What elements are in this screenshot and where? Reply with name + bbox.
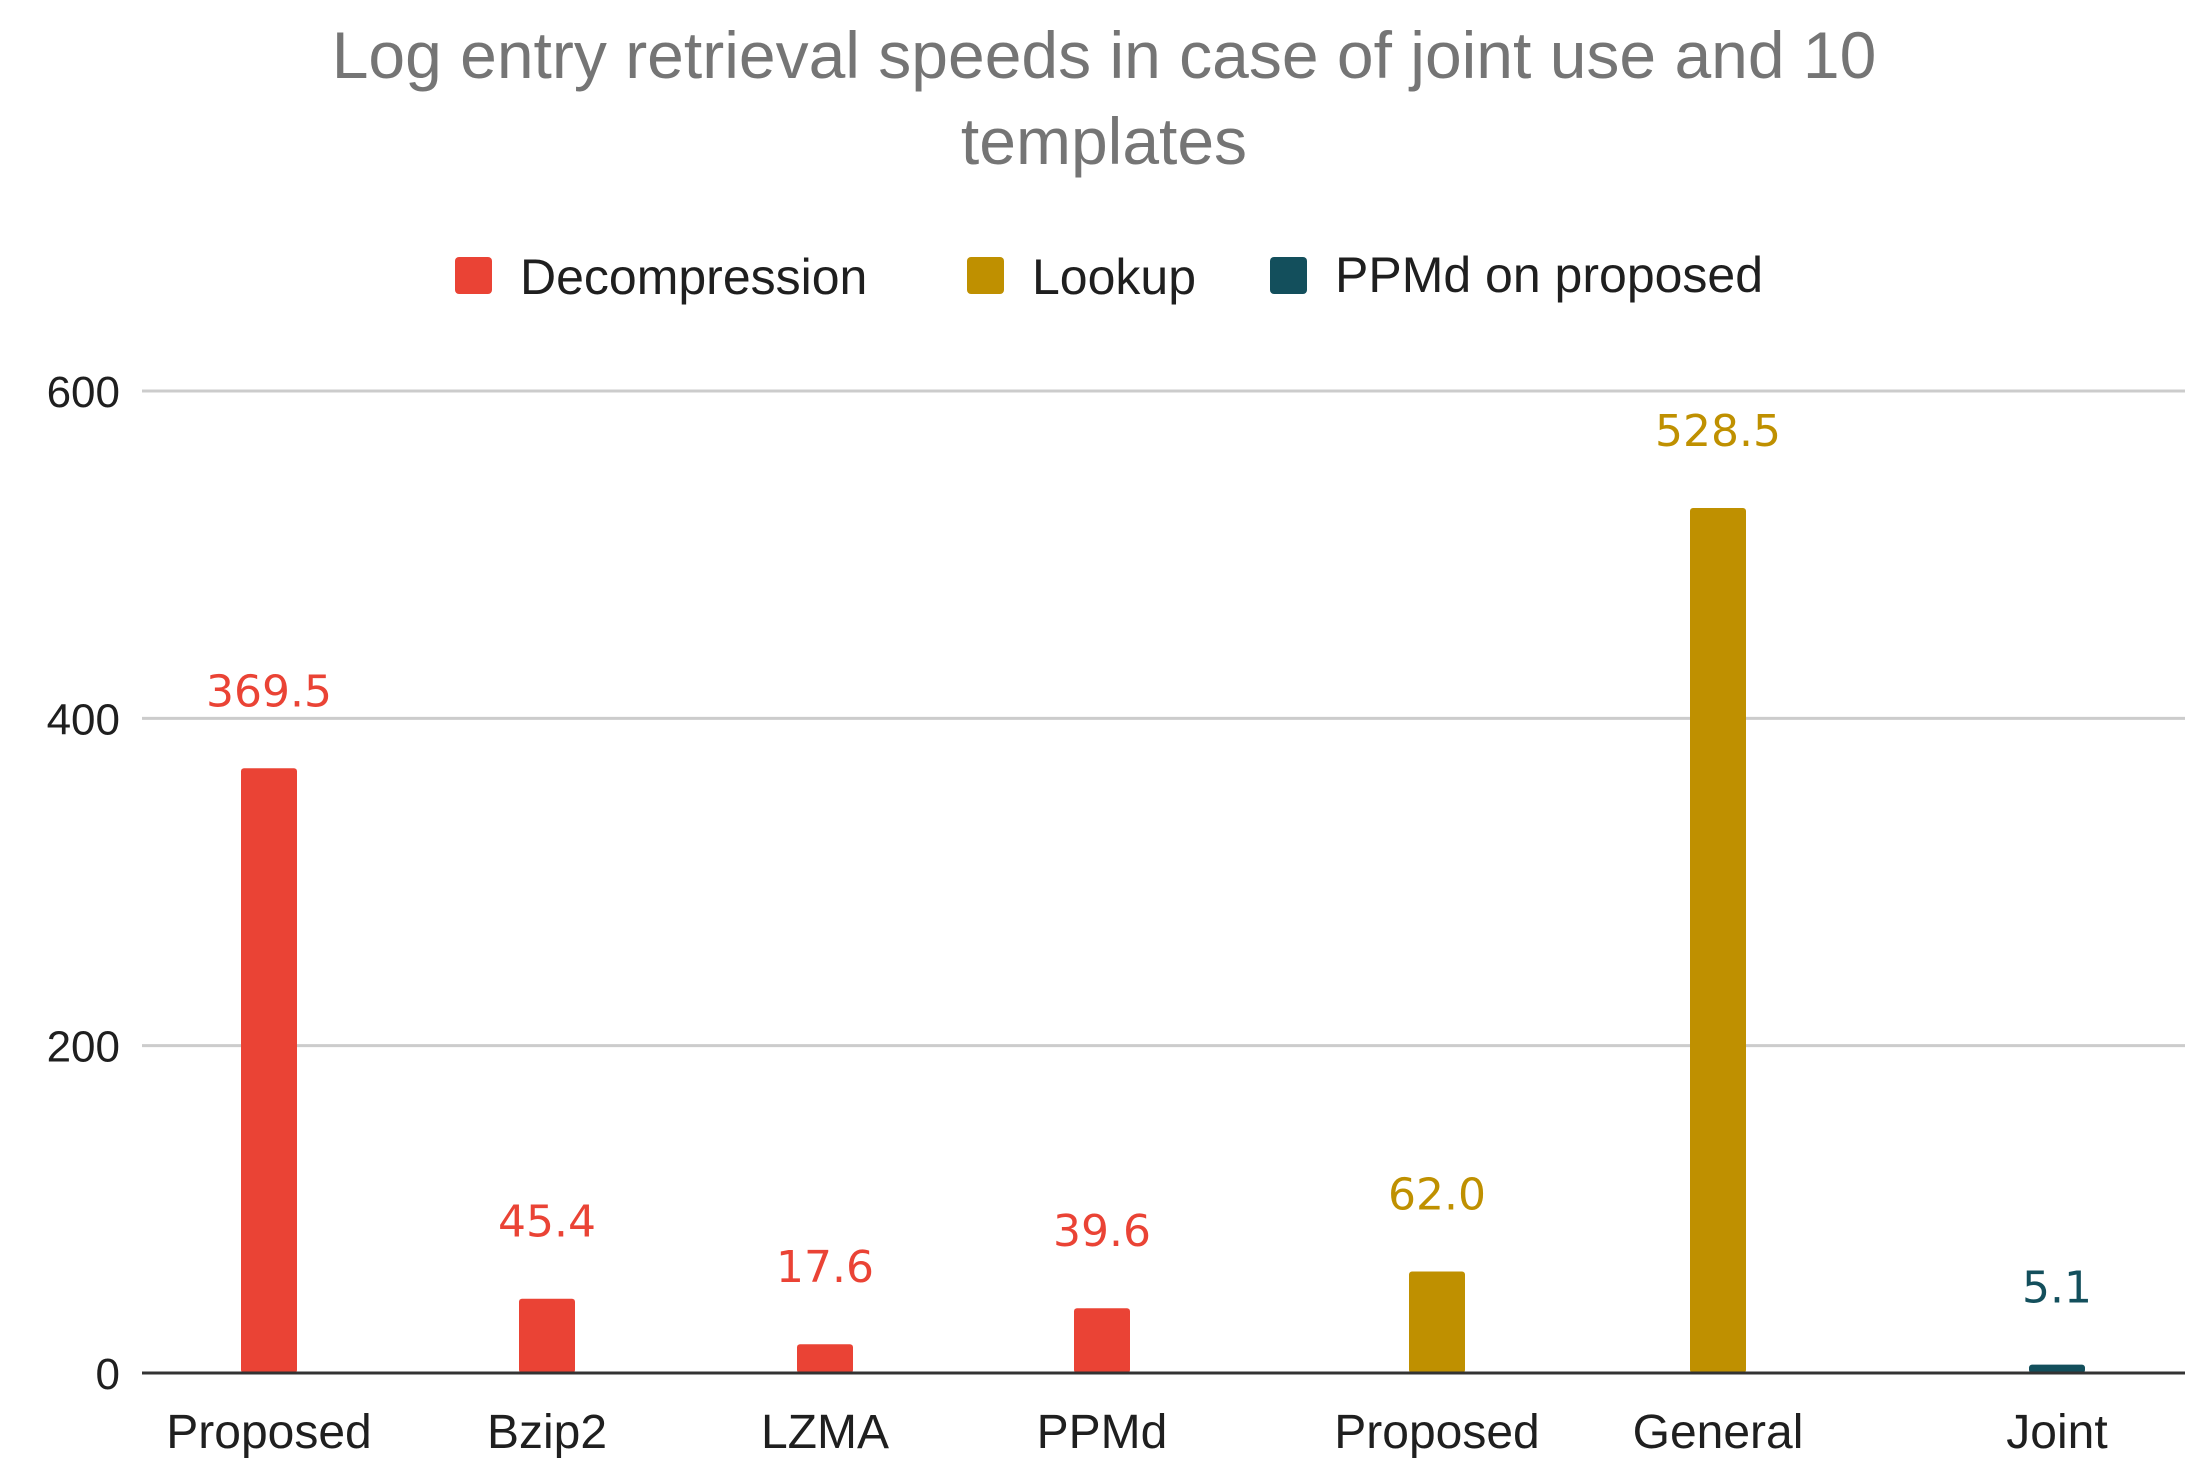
bar-decompression-ppmd xyxy=(1074,1308,1130,1373)
chart-legend: Decompression Lookup PPMd on proposed xyxy=(455,247,1763,305)
x-category-label-5-proposed: Proposed xyxy=(1334,1406,1539,1459)
bar-ppmd-on-proposed-joint xyxy=(2029,1364,2085,1373)
legend-label-decompression: Decompression xyxy=(520,249,867,305)
data-label-ppmd-on-proposed-joint: 5.1 xyxy=(2022,1263,2092,1314)
bar-lookup-general xyxy=(1690,508,1746,1373)
chart-title-line-2: templates xyxy=(961,104,1247,178)
bar-decompression-proposed xyxy=(241,768,297,1373)
y-axis-ticks: 0 200 400 600 xyxy=(47,368,120,1399)
data-labels: 369.5 45.4 17.6 39.6 62.0 528.5 5.1 xyxy=(206,406,2092,1314)
x-category-label-4-ppmd: PPMd xyxy=(1037,1406,1168,1459)
data-label-decompression-ppmd: 39.6 xyxy=(1053,1206,1151,1257)
legend-label-lookup: Lookup xyxy=(1032,249,1196,305)
chart-title-line-1: Log entry retrieval speeds in case of jo… xyxy=(332,18,1877,92)
y-tick-label-0: 0 xyxy=(96,1350,120,1399)
legend-swatch-lookup xyxy=(967,257,1004,294)
x-category-label-7-joint: Joint xyxy=(2006,1406,2107,1459)
y-tick-label-400: 400 xyxy=(47,695,120,744)
data-label-decompression-proposed: 369.5 xyxy=(206,666,332,717)
x-category-label-1-proposed: Proposed xyxy=(166,1406,371,1459)
bar-decompression-bzip2 xyxy=(519,1298,575,1373)
legend-swatch-decompression xyxy=(455,257,492,294)
x-axis-categories: Proposed Bzip2 LZMA PPMd Proposed General Join… xyxy=(166,1406,2107,1459)
grid-lines xyxy=(142,389,2185,1048)
data-label-decompression-lzma: 17.6 xyxy=(776,1242,874,1293)
data-label-lookup-proposed: 62.0 xyxy=(1388,1170,1486,1221)
y-tick-label-600: 600 xyxy=(47,368,120,417)
legend-label-ppmd-on-proposed: PPMd on proposed xyxy=(1335,247,1763,303)
legend-swatch-ppmd-on-proposed xyxy=(1270,257,1307,294)
x-category-label-2-bzip2: Bzip2 xyxy=(487,1406,607,1459)
bar-decompression-lzma xyxy=(797,1344,853,1373)
x-category-label-3-lzma: LZMA xyxy=(761,1406,889,1459)
data-label-lookup-general: 528.5 xyxy=(1655,406,1781,457)
bars xyxy=(241,508,2085,1373)
bar-lookup-proposed xyxy=(1409,1271,1465,1373)
x-category-label-6-general: General xyxy=(1633,1406,1804,1459)
data-label-decompression-bzip2: 45.4 xyxy=(498,1197,596,1248)
y-tick-label-200: 200 xyxy=(47,1023,120,1072)
